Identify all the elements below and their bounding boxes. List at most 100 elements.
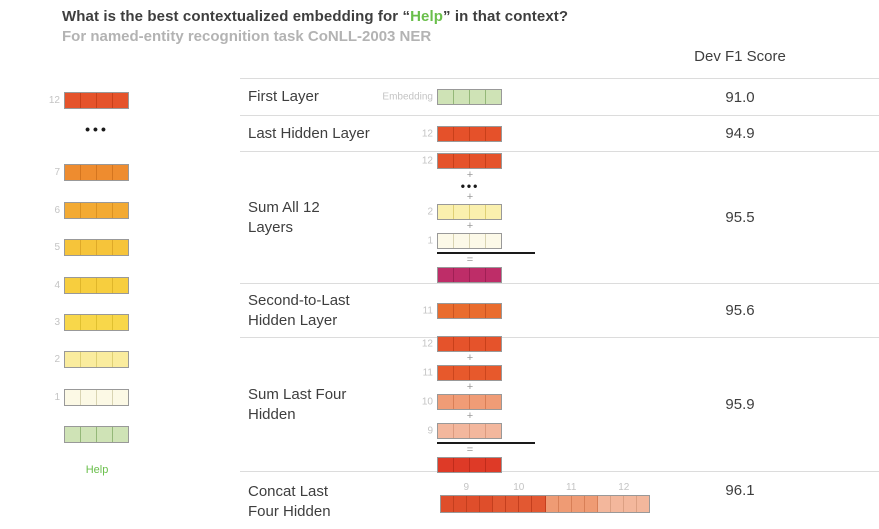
layer-vector-bar [64, 388, 129, 406]
layer-number-label: 1 [54, 391, 60, 403]
plus-sign: + [466, 168, 474, 181]
layer-number-label: 2 [54, 354, 60, 366]
table-row: Last Hidden Layer 12 94.9 [240, 115, 879, 151]
bar-cell [519, 496, 533, 512]
row-visualization: 12 + ••• +2 +1 = [420, 152, 650, 284]
labeled-bar-row: 12 [422, 152, 502, 169]
labeled-bar-row [437, 266, 502, 283]
labeled-bar-row: 11 [423, 365, 502, 381]
layer-vector-bar [437, 365, 502, 381]
row-visualization: 12 +11 +10 +9 = [420, 335, 650, 474]
plus-sign: + [466, 410, 474, 422]
dev-f1-score-value: 95.5 [725, 209, 755, 226]
labeled-bar-row: 11 [423, 302, 502, 319]
bar-stack: 11 [423, 302, 650, 320]
bar-cell [454, 395, 470, 409]
bar-cell [113, 240, 128, 256]
layer-number-label: 9 [427, 425, 433, 437]
table-row: First Layer Embedding 91.0 [240, 78, 879, 115]
row-name-line: First Layer [248, 88, 319, 106]
bar-cell [97, 314, 113, 330]
bar-cell [470, 458, 486, 472]
plus-sign: + [466, 190, 474, 203]
row-name-line: Second-to-Last [248, 292, 350, 309]
bar-cell [438, 126, 454, 141]
layer-vector-bar [64, 164, 129, 182]
bar-cell [438, 233, 454, 248]
ellipsis-dots: ••• [85, 121, 109, 138]
sum-bar-stack: 12 +11 +10 +9 = [422, 335, 650, 474]
layer-vector-bar [437, 203, 502, 220]
bar-cell [454, 267, 470, 282]
layer-vector-bar [64, 92, 129, 109]
bar-cell [81, 389, 97, 405]
sidebar-layer-row [30, 426, 140, 444]
bar-cell [486, 303, 501, 318]
bar-cell [454, 126, 470, 141]
sidebar-layer-row: 3 [30, 313, 140, 331]
bar-cell [65, 427, 81, 443]
bar-cell [493, 496, 507, 512]
layer-stack-sidebar: 12 ••• 7 6 5 4 3 2 1 Help [30, 92, 140, 476]
bar-cell [454, 233, 470, 248]
bar-cell [81, 202, 97, 218]
title-block: What is the best contextualized embeddin… [62, 8, 568, 45]
layer-vector-bar [64, 276, 129, 294]
layer-number-label: 10 [513, 482, 525, 493]
bar-cell [454, 366, 470, 380]
sum-line [437, 442, 535, 444]
bar-cell [486, 90, 501, 104]
sidebar-layer-row: 4 [30, 276, 140, 294]
row-name-line: Layers [248, 218, 294, 236]
bar-cell [113, 427, 128, 443]
bar-cell [454, 337, 470, 351]
layer-vector-bar [437, 457, 502, 473]
labeled-bar-row [437, 457, 502, 473]
bar-cell [438, 153, 454, 168]
row-name-line: Concat Last [248, 483, 329, 500]
bar-cell [470, 337, 486, 351]
bar-cell [81, 277, 97, 293]
bar-cell [486, 126, 501, 141]
bar-cell [571, 496, 585, 512]
bar-cell [467, 496, 481, 512]
bar-cell [454, 496, 468, 512]
layer-number-label: 10 [421, 396, 433, 408]
table-row: Sum Last Four Hidden 12 +11 +10 +9 = 95.9 [240, 335, 879, 474]
layer-vector-bar [437, 302, 502, 319]
layer-number-label: Embedding [382, 91, 433, 103]
bar-cell [506, 496, 520, 512]
bar-cell [438, 267, 454, 282]
bar-cell [584, 496, 598, 512]
bar-cell [623, 496, 637, 512]
layer-vector-bar [437, 232, 502, 249]
sidebar-layer-row: 5 [30, 239, 140, 257]
row-name: Sum Last Four Hidden [240, 385, 420, 424]
page-title: What is the best contextualized embeddin… [62, 8, 568, 25]
layer-number-label: 11 [422, 367, 433, 379]
title-highlight-word: Help [410, 8, 443, 25]
score-column-header: Dev F1 Score [694, 48, 786, 65]
bar-cell [454, 303, 470, 318]
bar-cell [480, 496, 494, 512]
sum-bar-stack: 12 + ••• +2 +1 = [422, 152, 650, 284]
bar-cell [81, 165, 97, 181]
row-name: First Layer [240, 87, 420, 107]
bar-cell [532, 496, 546, 512]
labeled-bar-row: 9 [427, 423, 502, 439]
sidebar-layer-row: 2 [30, 351, 140, 369]
layer-number-label: 5 [54, 242, 60, 254]
labeled-bar-row: 1 [427, 232, 502, 249]
bar-cell [65, 202, 81, 218]
bar-cell [454, 153, 470, 168]
bar-cell [113, 314, 128, 330]
token-help-label: Help [85, 463, 109, 476]
bar-cell [97, 202, 113, 218]
bar-cell [113, 202, 128, 218]
row-visualization: 12 [420, 125, 650, 143]
bar-cell [97, 240, 113, 256]
bar-cell [486, 267, 501, 282]
row-visualization: 11 [420, 302, 650, 320]
plus-sign: + [466, 219, 474, 232]
row-name: Last Hidden Layer [240, 124, 420, 144]
